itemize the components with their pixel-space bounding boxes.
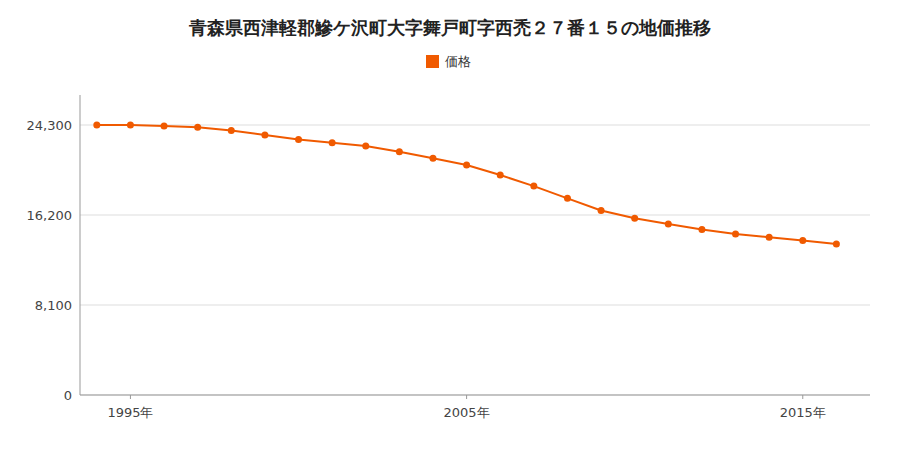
marker bbox=[396, 148, 403, 155]
y-tick-label: 0 bbox=[64, 388, 72, 403]
x-axis-line bbox=[80, 395, 870, 396]
marker bbox=[631, 215, 638, 222]
marker bbox=[530, 183, 537, 190]
marker bbox=[429, 155, 436, 162]
marker bbox=[93, 122, 100, 129]
x-tick bbox=[802, 395, 803, 399]
grid-line bbox=[80, 305, 870, 306]
marker bbox=[127, 122, 134, 129]
grid-line bbox=[80, 395, 870, 396]
marker bbox=[598, 207, 605, 214]
marker bbox=[698, 226, 705, 233]
x-tick bbox=[130, 395, 131, 399]
grid-line bbox=[80, 215, 870, 216]
marker bbox=[161, 123, 168, 130]
y-axis-line bbox=[80, 95, 81, 395]
marker bbox=[261, 132, 268, 139]
y-tick-label: 16,200 bbox=[27, 208, 73, 223]
title: 青森県西津軽郡鰺ケ沢町大字舞戸町字西禿２７番１５の地価推移 bbox=[188, 17, 711, 38]
marker bbox=[228, 127, 235, 134]
line bbox=[97, 125, 837, 244]
marker bbox=[833, 240, 840, 247]
legend-swatch bbox=[426, 55, 439, 68]
marker bbox=[463, 162, 470, 169]
marker bbox=[295, 136, 302, 143]
marker bbox=[766, 234, 773, 241]
x-tick-label: 2005年 bbox=[444, 405, 490, 420]
marker bbox=[732, 230, 739, 237]
y-tick-label: 24,300 bbox=[27, 118, 73, 133]
x-tick-label: 1995年 bbox=[107, 405, 153, 420]
marker bbox=[665, 220, 672, 227]
marker bbox=[362, 143, 369, 150]
marker bbox=[799, 237, 806, 244]
y-tick-label: 8,100 bbox=[35, 298, 72, 313]
x-tick-label: 2015年 bbox=[780, 405, 826, 420]
legend: 価格 bbox=[426, 54, 471, 69]
legend-label: 価格 bbox=[445, 54, 471, 69]
plot-area bbox=[93, 122, 840, 248]
x-tick bbox=[466, 395, 467, 399]
marker bbox=[194, 124, 201, 131]
grid bbox=[80, 125, 870, 395]
chart: 青森県西津軽郡鰺ケ沢町大字舞戸町字西禿２７番１５の地価推移 0 8,100 16,20… bbox=[0, 0, 900, 450]
marker bbox=[497, 172, 504, 179]
marker bbox=[564, 195, 571, 202]
marker bbox=[329, 139, 336, 146]
